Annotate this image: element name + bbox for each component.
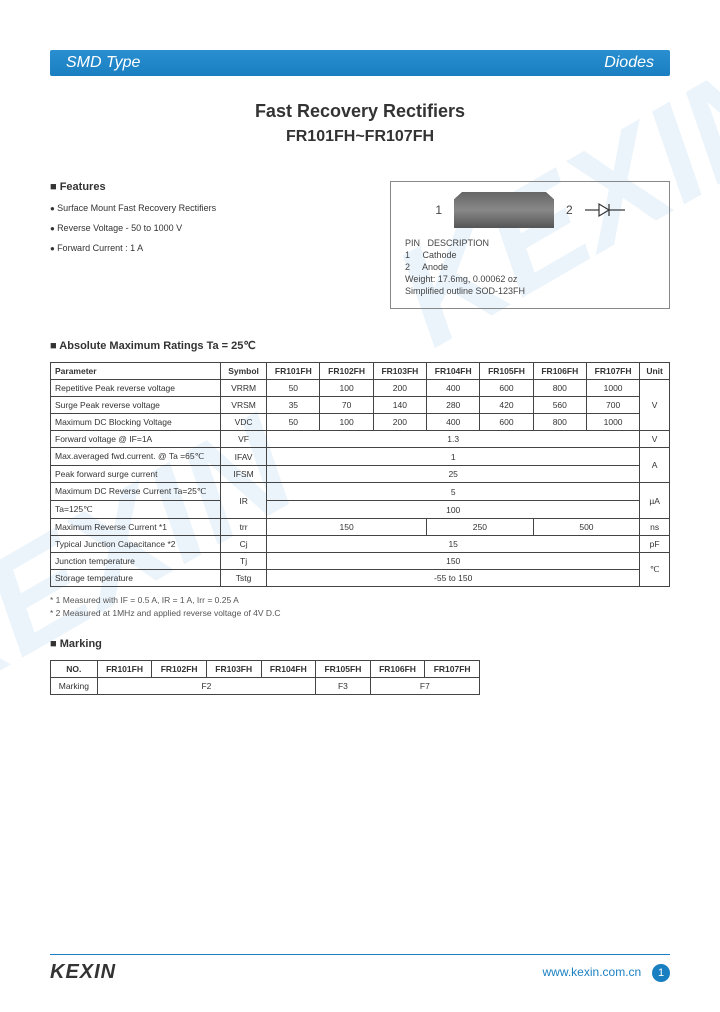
footer-url: www.kexin.com.cn bbox=[543, 965, 642, 979]
footer: KEXIN www.kexin.com.cn 1 bbox=[50, 954, 670, 984]
pkg-outline: Simplified outline SOD-123FH bbox=[405, 286, 655, 296]
pin-desc-head: PIN DESCRIPTION bbox=[405, 238, 655, 248]
package-outline-icon bbox=[454, 192, 554, 228]
diode-symbol-icon bbox=[585, 200, 625, 220]
footer-logo: KEXIN bbox=[50, 961, 116, 984]
header-right: Diodes bbox=[604, 54, 654, 72]
note-2: * 2 Measured at 1MHz and applied reverse… bbox=[50, 608, 670, 618]
package-box: 1 2 PIN DESCRIPTION 1 Cathode 2 Anode We… bbox=[390, 181, 670, 309]
pin-desc-1: 1 Cathode bbox=[405, 250, 655, 260]
features-heading: Features bbox=[50, 181, 360, 193]
marking-heading: Marking bbox=[50, 638, 670, 650]
pin-desc-2: 2 Anode bbox=[405, 262, 655, 272]
header-left: SMD Type bbox=[66, 54, 140, 72]
ratings-heading: Absolute Maximum Ratings Ta = 25℃ bbox=[50, 339, 670, 352]
title-block: Fast Recovery Rectifiers FR101FH~FR107FH bbox=[50, 101, 670, 146]
page-number: 1 bbox=[652, 964, 670, 982]
features-section: Features Surface Mount Fast Recovery Rec… bbox=[50, 181, 360, 309]
pin-2-label: 2 bbox=[566, 203, 573, 217]
feature-item: Forward Current : 1 A bbox=[50, 243, 360, 253]
header-bar: SMD Type Diodes bbox=[50, 50, 670, 76]
notes: * 1 Measured with IF = 0.5 A, IR = 1 A, … bbox=[50, 595, 670, 618]
feature-item: Surface Mount Fast Recovery Rectifiers bbox=[50, 203, 360, 213]
ratings-table: ParameterSymbolFR101FHFR102FHFR103FHFR10… bbox=[50, 362, 670, 587]
pin-1-label: 1 bbox=[435, 203, 442, 217]
title-line1: Fast Recovery Rectifiers bbox=[50, 101, 670, 122]
note-1: * 1 Measured with IF = 0.5 A, IR = 1 A, … bbox=[50, 595, 670, 605]
title-line2: FR101FH~FR107FH bbox=[50, 128, 670, 146]
marking-table: NO.FR101FHFR102FHFR103FHFR104FHFR105FHFR… bbox=[50, 660, 480, 695]
feature-item: Reverse Voltage - 50 to 1000 V bbox=[50, 223, 360, 233]
pkg-weight: Weight: 17.6mg, 0.00062 oz bbox=[405, 274, 655, 284]
